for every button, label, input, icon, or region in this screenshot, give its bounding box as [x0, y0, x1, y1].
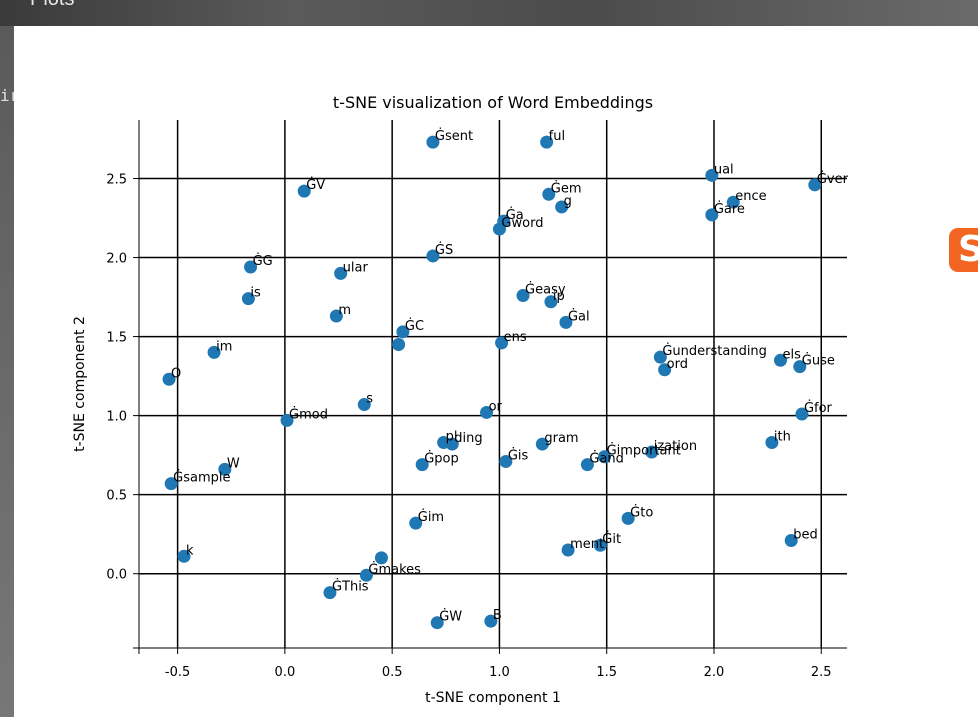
point-label: ĠC: [405, 317, 424, 334]
point-label: els: [782, 347, 801, 362]
point-label: Ġfor: [804, 399, 833, 416]
x-tick-label: 2.0: [704, 665, 725, 680]
point-label: Ġal: [568, 307, 590, 324]
point-label: im: [216, 339, 232, 354]
point-label: or: [489, 399, 503, 414]
point-label: gram: [544, 431, 578, 446]
point-label: ens: [504, 330, 527, 345]
point-label: Ġare: [714, 200, 745, 217]
point-label: Ġuse: [802, 352, 835, 369]
point-label: ding: [454, 431, 482, 446]
scatter-chart: t-SNE visualization of Word Embeddings -…: [14, 26, 978, 717]
point-label: g: [564, 194, 572, 209]
point-label: Ġword: [501, 214, 543, 231]
x-tick-label: 1.5: [596, 665, 617, 680]
window-title: Plots: [30, 0, 74, 11]
point-label: Ġit: [602, 530, 621, 547]
point-label: ĠV: [306, 176, 325, 193]
side-app-logo-letter: S: [958, 228, 978, 272]
y-tick-label: 1.0: [106, 410, 127, 425]
point-label: is: [250, 286, 261, 301]
point-label: Ġand: [589, 450, 624, 467]
point-label: Ġver: [817, 170, 849, 187]
x-tick-label: 0.0: [275, 665, 296, 680]
point-label: ĠS: [435, 241, 453, 258]
background-app-edge: [0, 26, 14, 717]
side-app-logo[interactable]: S: [949, 228, 978, 272]
x-tick-label: -0.5: [165, 665, 190, 680]
point-label: Ġmakes: [368, 560, 421, 577]
point-label: ĠG: [253, 252, 273, 269]
point-label: m: [338, 303, 351, 318]
point-label: Ġpop: [424, 450, 459, 467]
point-label: B: [493, 608, 502, 623]
y-tick-label: 0.5: [106, 489, 127, 504]
point-label: Ġto: [630, 503, 653, 520]
y-tick-label: 0.0: [106, 568, 127, 583]
point-label: ip: [553, 289, 565, 304]
point-label: ĠThis: [332, 578, 369, 595]
point-label: ment: [570, 537, 604, 552]
y-tick-label: 2.0: [106, 252, 127, 267]
point-label: k: [186, 543, 194, 558]
x-tick-label: 1.0: [489, 665, 510, 680]
point-label: ith: [774, 429, 791, 444]
x-tick-label: 2.5: [811, 665, 832, 680]
chart-title: t-SNE visualization of Word Embeddings: [333, 93, 653, 112]
y-tick-label: 1.5: [106, 331, 127, 346]
point-label: ĠW: [439, 608, 462, 625]
point-label: Ġim: [418, 508, 444, 525]
y-tick-label: 2.5: [106, 172, 127, 187]
x-tick-label: 0.5: [382, 665, 403, 680]
point-label: O: [171, 366, 181, 381]
plot-panel: t-SNE visualization of Word Embeddings -…: [14, 26, 978, 717]
point-label: Ġis: [508, 446, 529, 463]
point-label: ular: [343, 260, 369, 275]
y-axis-title: t-SNE component 2: [72, 316, 88, 452]
point-label: Ġmod: [289, 405, 328, 422]
x-axis-title: t-SNE component 1: [425, 690, 561, 706]
point-label: W: [227, 456, 240, 471]
point-label: Ġsent: [435, 127, 473, 144]
point-label: Ġsample: [173, 469, 230, 486]
point-label: bed: [793, 528, 818, 543]
point-label: ord: [667, 357, 688, 372]
point-label: ual: [714, 162, 734, 177]
point-label: ful: [549, 129, 565, 144]
data-point: [392, 338, 405, 351]
window-titlebar: Plots: [0, 0, 978, 26]
point-label: s: [366, 392, 373, 407]
